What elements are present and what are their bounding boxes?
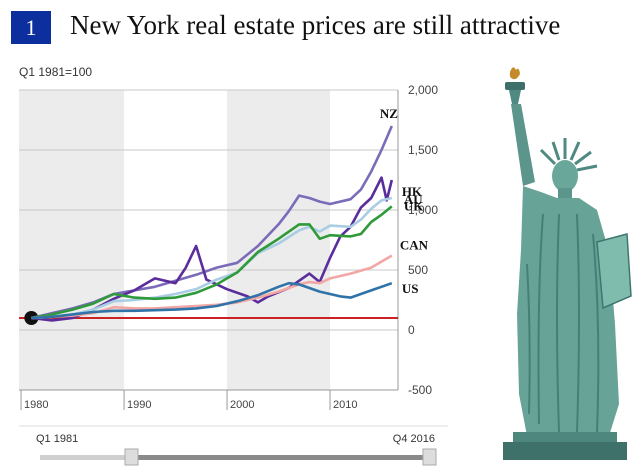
- series-line-uk: [31, 205, 393, 320]
- shaded-band-0: [19, 90, 125, 390]
- chart-subtitle: Q1 1981=100: [19, 65, 92, 79]
- slider-end-handle[interactable]: [422, 448, 437, 466]
- slider-start-handle[interactable]: [124, 448, 139, 466]
- x-tick-label: 2010: [333, 399, 357, 411]
- robe: [517, 186, 619, 436]
- series-label-au: AU: [404, 192, 423, 207]
- baseline-group: [19, 311, 398, 325]
- raised-arm: [511, 104, 535, 186]
- robe-folds: [526, 213, 600, 433]
- house-price-index-chart: Q1 1981=100 1980 1990 2000 2010 2,000 1,500 1…: [19, 65, 448, 466]
- date-range-slider[interactable]: Q1 1981 Q4 2016: [19, 425, 448, 466]
- x-axis: 1980 1990 2000 2010: [19, 389, 398, 411]
- y-axis: 2,000 1,500 1,000 500 0 -500: [408, 83, 438, 397]
- y-tick-label: 2,000: [408, 83, 438, 97]
- head: [552, 160, 578, 192]
- neck: [558, 188, 572, 200]
- y-tick-label: 0: [408, 323, 415, 337]
- series-label-us: US: [402, 281, 419, 296]
- slider-selected-range: [132, 455, 429, 460]
- pedestal-top: [513, 432, 617, 442]
- series-label-hk: HK: [402, 184, 423, 199]
- torch-handle: [509, 90, 521, 104]
- slider-end-label: Q4 2016: [393, 433, 435, 445]
- series-label-uk: UK: [404, 198, 424, 213]
- y-tick-label: 1,500: [408, 143, 438, 157]
- series-label-can: CAN: [400, 238, 429, 253]
- torch-cup: [505, 82, 525, 90]
- x-tick-label: 1990: [127, 399, 151, 411]
- y-tick-label: 500: [408, 263, 428, 277]
- series-line-us: [31, 281, 393, 320]
- tablet: [596, 233, 632, 310]
- slider-start-label: Q1 1981: [36, 433, 78, 445]
- x-tick-label: 2000: [230, 399, 254, 411]
- torch-flame-icon: [509, 67, 520, 80]
- pedestal-base: [503, 442, 627, 460]
- x-tick-label: 1980: [24, 399, 48, 411]
- y-tick-label: 1,000: [408, 203, 438, 217]
- slide-number-badge: 1: [11, 11, 51, 44]
- start-point-marker: [24, 311, 39, 325]
- series-label-nz: NZ: [380, 106, 398, 121]
- slide-title: New York real estate prices are still at…: [70, 10, 561, 40]
- y-tick-label: -500: [408, 383, 432, 397]
- series-lines: [31, 125, 394, 322]
- statue-of-liberty-image: [503, 67, 632, 460]
- crown: [539, 138, 598, 172]
